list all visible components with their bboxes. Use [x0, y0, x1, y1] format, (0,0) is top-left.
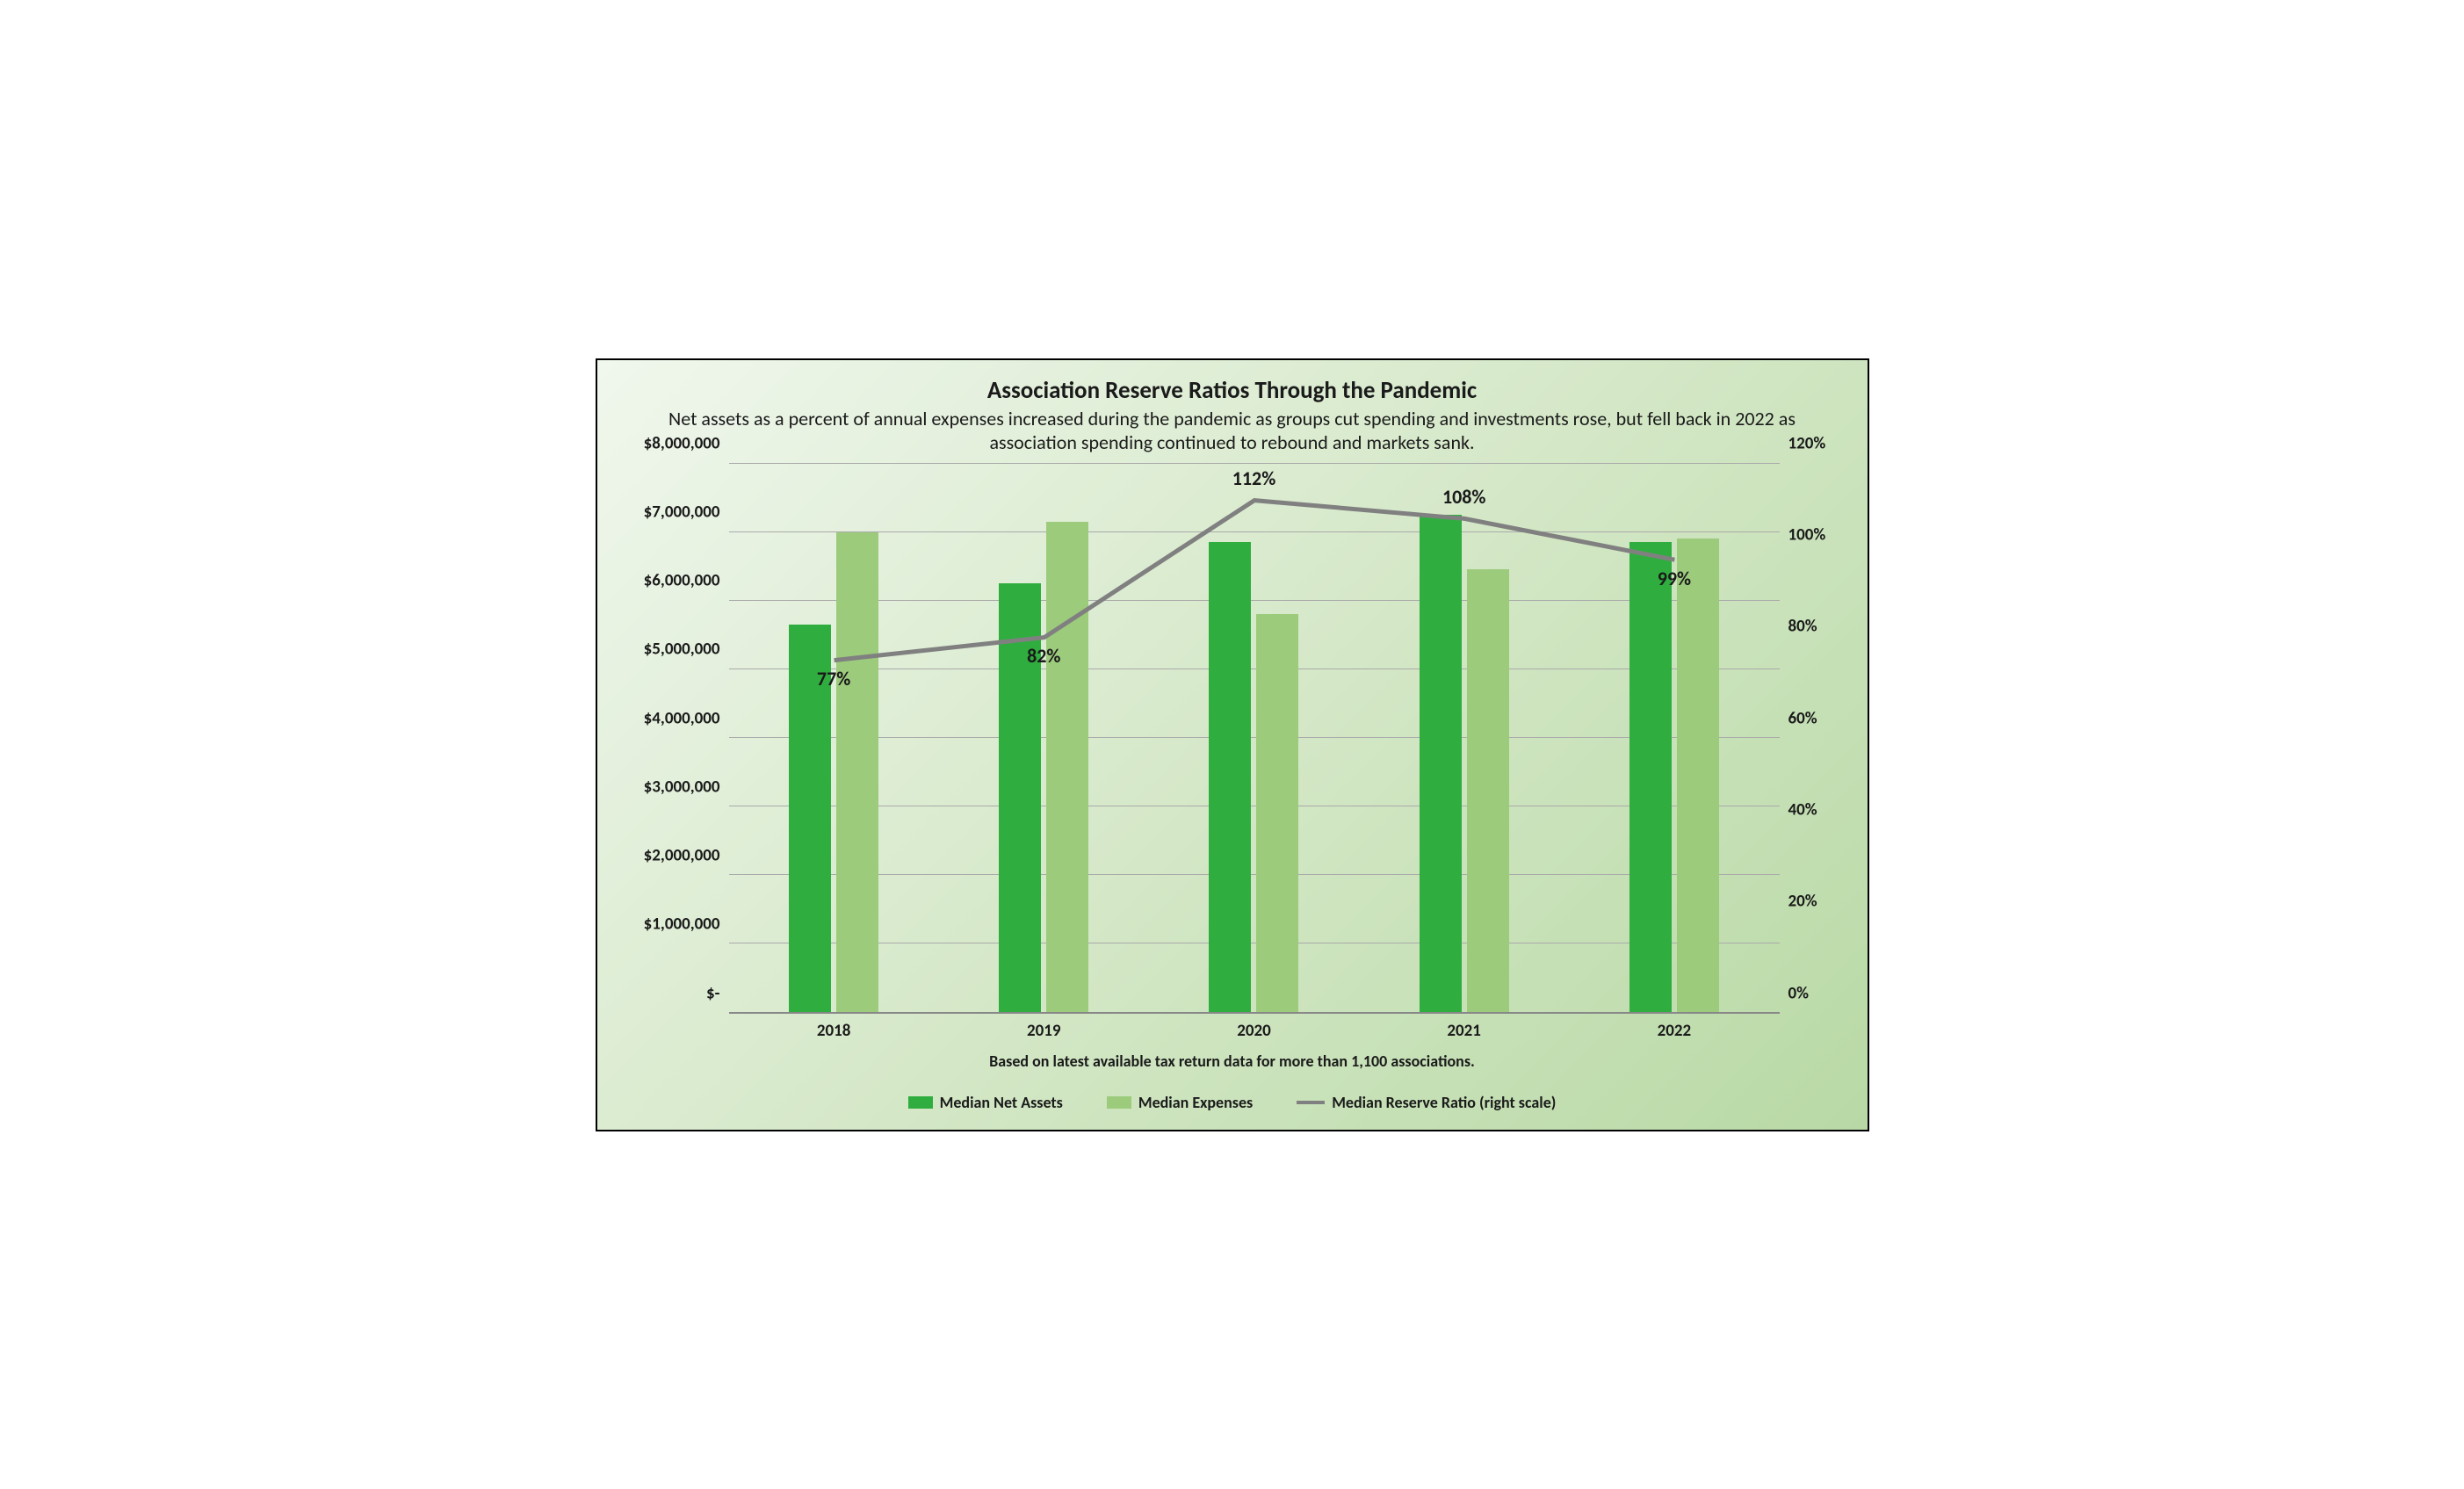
bar-expenses — [1467, 569, 1509, 1011]
y-left-tick: $4,000,000 — [624, 708, 720, 728]
y-right-tick: 80% — [1788, 617, 1841, 637]
bar-group — [1629, 464, 1719, 1012]
y-left-tick: $6,000,000 — [624, 571, 720, 591]
y-right-tick: 60% — [1788, 708, 1841, 728]
bar-net-assets — [1629, 542, 1672, 1011]
legend-item-reserve-ratio: Median Reserve Ratio (right scale) — [1297, 1093, 1556, 1112]
bar-expenses — [1677, 538, 1719, 1011]
y-left-tick: $2,000,000 — [624, 846, 720, 866]
y-right-tick: 20% — [1788, 892, 1841, 912]
y-left-tick: $- — [624, 983, 720, 1003]
chart-subtitle: Net assets as a percent of annual expens… — [624, 407, 1841, 455]
x-tick: 2022 — [1622, 1021, 1727, 1041]
bar-expenses — [836, 532, 878, 1012]
legend-item-net-assets: Median Net Assets — [908, 1093, 1063, 1112]
legend-label-expenses: Median Expenses — [1138, 1093, 1253, 1112]
bar-expenses — [1046, 522, 1088, 1012]
legend-label-net-assets: Median Net Assets — [940, 1093, 1063, 1112]
bar-net-assets — [1209, 542, 1251, 1011]
x-tick: 2019 — [991, 1021, 1096, 1041]
bar-group — [1420, 464, 1509, 1012]
bars-layer — [729, 464, 1780, 1012]
y-left-tick: $3,000,000 — [624, 777, 720, 797]
y-left-tick: $7,000,000 — [624, 502, 720, 522]
legend-swatch-net-assets — [908, 1096, 933, 1109]
y-right-tick: 40% — [1788, 799, 1841, 820]
y-right-tick: 0% — [1788, 983, 1841, 1003]
line-data-label: 82% — [1027, 644, 1060, 668]
y-right-tick: 120% — [1788, 433, 1841, 453]
bar-group — [789, 464, 878, 1012]
plot-wrap: $- $1,000,000 $2,000,000 $3,000,000 $4,000,0… — [624, 464, 1841, 1014]
legend-label-reserve-ratio: Median Reserve Ratio (right scale) — [1332, 1093, 1556, 1112]
chart-footnote: Based on latest available tax return dat… — [624, 1052, 1841, 1071]
line-data-label: 99% — [1658, 567, 1691, 590]
line-data-label: 77% — [817, 667, 850, 690]
legend-swatch-expenses — [1107, 1096, 1131, 1109]
legend: Median Net Assets Median Expenses Median… — [624, 1093, 1841, 1112]
y-axis-right: 0%20%40%60%80%100%120% — [1780, 464, 1841, 1014]
x-tick: 2020 — [1201, 1021, 1306, 1041]
chart-container: Association Reserve Ratios Through the P… — [596, 358, 1869, 1131]
x-tick: 2021 — [1412, 1021, 1517, 1041]
y-right-tick: 100% — [1788, 524, 1841, 545]
legend-swatch-line — [1297, 1101, 1325, 1104]
y-axis-left: $- $1,000,000 $2,000,000 $3,000,000 $4,000,0… — [624, 464, 729, 1014]
y-left-tick: $5,000,000 — [624, 640, 720, 660]
bar-group — [999, 464, 1088, 1012]
x-axis: 2018 2019 2020 2021 2022 — [729, 1021, 1780, 1041]
line-data-label: 112% — [1232, 466, 1276, 490]
bar-net-assets — [1420, 515, 1462, 1012]
x-tick: 2018 — [781, 1021, 886, 1041]
chart-title: Association Reserve Ratios Through the P… — [624, 376, 1841, 405]
legend-item-expenses: Median Expenses — [1107, 1093, 1253, 1112]
plot-area: 77% 82% 112% 108% 99% — [729, 464, 1780, 1014]
bar-expenses — [1256, 614, 1298, 1011]
y-left-tick: $1,000,000 — [624, 914, 720, 935]
y-left-tick: $8,000,000 — [624, 433, 720, 453]
bar-group — [1209, 464, 1298, 1012]
line-data-label: 108% — [1442, 485, 1486, 509]
